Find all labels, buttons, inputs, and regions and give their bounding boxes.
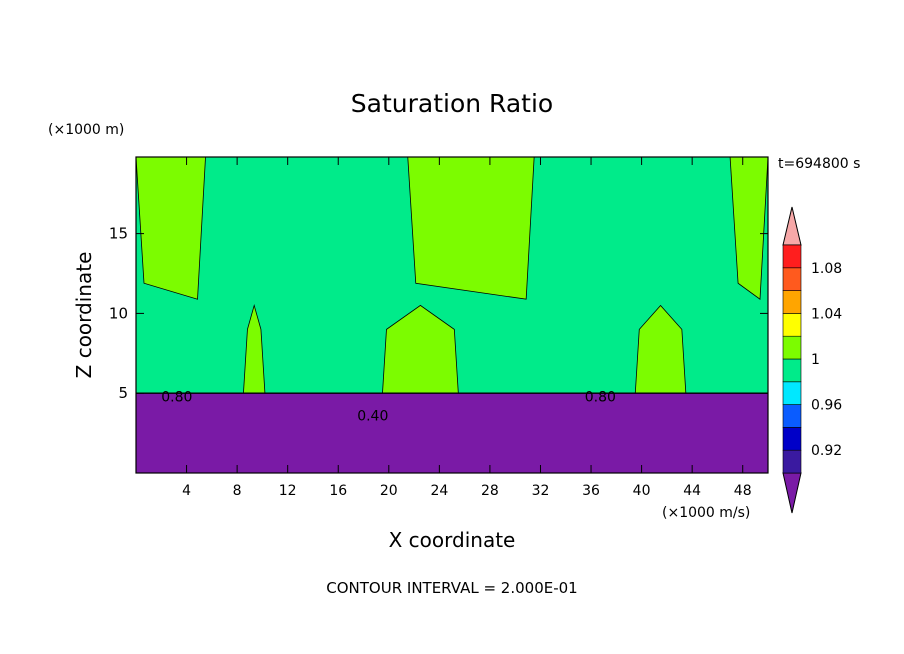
x-tick-label: 16	[329, 483, 347, 499]
x-axis-ticks: 4 8 12 16 20 24 28 32 36 40 44 48	[182, 157, 752, 499]
x-tick-label: 40	[633, 483, 651, 499]
x-tick-label: 28	[481, 483, 499, 499]
colorbar-band	[782, 449, 802, 474]
colorbar-band	[782, 244, 802, 269]
colorbar-band	[782, 427, 802, 451]
x-tick-label: 20	[380, 483, 398, 499]
contour-interval-footer: CONTOUR INTERVAL = 2.000E-01	[326, 579, 577, 597]
contour-label: 0.40	[357, 409, 388, 425]
y-tick-label: 5	[118, 384, 128, 402]
contour-label: 0.80	[585, 389, 616, 405]
x-tick-label: 24	[430, 483, 448, 499]
colorbar-band	[782, 267, 802, 291]
colorbar-band	[782, 313, 802, 337]
x-tick-label: 36	[582, 483, 600, 499]
y-tick-label: 10	[109, 304, 128, 322]
dry-layer	[136, 392, 768, 473]
colorbar-band	[782, 335, 802, 360]
y-axis-ticks: 5 10 15	[109, 225, 768, 402]
x-tick-label: 32	[532, 483, 550, 499]
dry-layer-fill	[136, 393, 768, 473]
x-tick-label: 4	[182, 483, 191, 499]
contour-label: 0.80	[161, 389, 192, 405]
colorbar-band	[782, 404, 802, 428]
x-tick-label: 8	[233, 483, 242, 499]
colorbar-upper-extend	[782, 206, 802, 246]
supersaturated-regions	[136, 157, 768, 394]
time-label: t=694800 s	[778, 156, 860, 172]
colorbar-band	[782, 290, 802, 314]
x-unit-label: (×1000 m/s)	[662, 505, 750, 521]
x-axis-label: X coordinate	[389, 528, 516, 552]
colorbar-band	[782, 358, 802, 383]
colorbar-lower-extend	[782, 472, 802, 514]
colorbar-tick-label: 1	[811, 352, 820, 368]
colorbar-tick-label: 1.04	[811, 306, 842, 322]
y-tick-label: 15	[109, 225, 128, 243]
x-tick-label: 48	[734, 483, 752, 499]
plot-frame	[135, 156, 769, 474]
supersaturated-top-region	[407, 157, 535, 300]
contour-labels: 0.80 0.80 0.40	[161, 389, 616, 424]
x-tick-label: 12	[279, 483, 297, 499]
supersaturated-top-region	[136, 157, 206, 300]
colorbar-tick-label: 0.96	[811, 398, 842, 414]
plot-area	[136, 157, 768, 473]
colorbar-tick-label: 1.08	[811, 261, 842, 277]
y-axis-label: Z coordinate	[72, 252, 96, 379]
x-tick-label: 44	[683, 483, 701, 499]
colorbar-tick-label: 0.92	[811, 443, 842, 459]
chart-title: Saturation Ratio	[351, 89, 553, 118]
colorbar-band	[782, 381, 802, 405]
y-unit-label: (×1000 m)	[48, 122, 124, 138]
colorbar: 0.92 0.96 1 1.04 1.08	[782, 206, 842, 514]
supersaturated-top-region	[729, 157, 768, 300]
